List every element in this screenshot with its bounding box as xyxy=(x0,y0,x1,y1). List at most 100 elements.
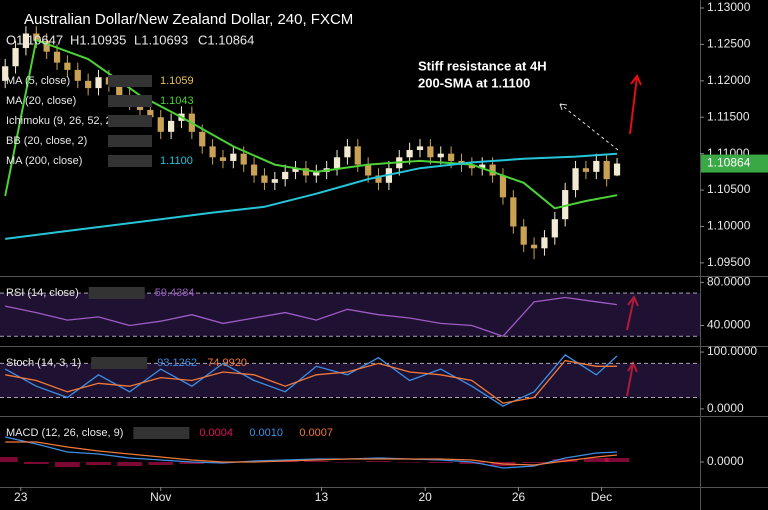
series-line xyxy=(5,441,618,466)
legend-entry: MA (200, close) xyxy=(6,155,82,167)
histogram-bar xyxy=(521,462,547,463)
legend-entry: Ichimoku (9, 26, 52, 26) xyxy=(6,115,122,127)
candle-body xyxy=(53,51,61,63)
y-tick-label: 1.12500 xyxy=(707,37,751,51)
y-tick-label: 1.11500 xyxy=(707,109,750,123)
y-tick-label: 1.09500 xyxy=(707,255,751,269)
legend-value: 0.0007 xyxy=(299,427,333,439)
histogram-bar xyxy=(459,462,485,464)
candle-body xyxy=(2,66,9,81)
legend-entry: BB (20, close, 2) xyxy=(6,135,87,147)
candle-body xyxy=(64,62,71,70)
red-arrow xyxy=(629,74,642,135)
candle-body xyxy=(365,164,372,176)
candle-body xyxy=(199,131,206,147)
candle-body xyxy=(157,117,164,132)
histogram-bar xyxy=(0,457,18,462)
candle-body xyxy=(551,219,558,238)
candle-body xyxy=(313,171,320,176)
y-tick-label: 0.0000 xyxy=(707,454,744,468)
candle-body xyxy=(147,109,154,118)
x-tick-label: 23 xyxy=(14,490,28,504)
pane-title: RSI (14, close) xyxy=(6,287,79,299)
legend-value: 59.4384 xyxy=(155,287,195,299)
histogram-bar xyxy=(179,462,205,464)
candle-body xyxy=(613,163,621,176)
legend-value: 1.1059 xyxy=(160,75,194,87)
legend-icon xyxy=(108,155,152,167)
candle-body xyxy=(354,146,361,165)
candle-body xyxy=(209,146,216,158)
pane-icons xyxy=(88,287,145,299)
y-tick-label: 40.0000 xyxy=(707,318,751,332)
candle-body xyxy=(510,197,517,227)
x-tick-label: 20 xyxy=(419,490,433,504)
x-tick-label: 13 xyxy=(315,490,329,504)
candle-body xyxy=(250,164,258,176)
y-tick-label: 1.13000 xyxy=(707,0,751,14)
legend-icon xyxy=(108,75,152,87)
series-line xyxy=(4,354,618,407)
histogram-bar xyxy=(334,462,360,463)
candle-body xyxy=(230,153,237,161)
candle-body xyxy=(562,190,569,220)
legend-value: 93.1262 xyxy=(157,357,197,369)
candle-body xyxy=(168,120,175,132)
candle-body xyxy=(282,171,289,180)
pane-title: Stoch (14, 3, 1) xyxy=(6,357,81,369)
legend-value: 74.9920 xyxy=(207,357,247,369)
histogram-bar xyxy=(428,462,454,463)
candle-body xyxy=(375,175,382,183)
candle-body xyxy=(333,157,341,169)
pane-icons xyxy=(133,427,190,439)
candle-body xyxy=(499,175,507,198)
candle-body xyxy=(593,160,600,172)
candle-body xyxy=(95,77,102,89)
series-line xyxy=(5,296,618,338)
candle-body xyxy=(448,153,455,161)
annotation: Stiff resistance at 4H xyxy=(418,58,547,73)
candle-body xyxy=(74,69,81,81)
x-tick-label: 26 xyxy=(512,490,526,504)
candle-body xyxy=(344,146,351,158)
histogram-bar xyxy=(86,462,111,465)
candle-body xyxy=(219,157,227,161)
annotation: 200-SMA at 1.1100 xyxy=(418,75,530,90)
candle-body xyxy=(416,146,424,151)
histogram-bar xyxy=(397,462,423,463)
legend-value: 1.1043 xyxy=(160,95,194,107)
y-tick-label: 0.0000 xyxy=(707,401,744,415)
x-tick-label: Dec xyxy=(591,490,612,504)
legend-value: 1.1100 xyxy=(160,155,193,167)
dashed-arrow xyxy=(559,103,619,151)
candle-body xyxy=(261,175,268,183)
level-band xyxy=(0,363,700,398)
series-line xyxy=(4,38,618,210)
histogram-bar xyxy=(604,458,630,462)
legend-icon xyxy=(108,135,152,147)
series-line xyxy=(5,359,617,404)
pane-title: MACD (12, 26, close, 9) xyxy=(6,427,123,439)
candle-body xyxy=(240,153,247,165)
y-tick-label: 1.10500 xyxy=(707,182,751,196)
candle-body xyxy=(43,40,50,52)
legend-entry: MA (5, close) xyxy=(6,75,70,87)
candle-body xyxy=(116,84,123,96)
candle-body xyxy=(33,33,40,41)
dashed-arrow-head xyxy=(559,103,568,111)
histogram-bar xyxy=(583,458,609,462)
candle-body xyxy=(12,48,19,67)
ohlc-label: H1.10935 xyxy=(70,32,126,47)
ohlc-label: L1.10693 xyxy=(134,32,188,47)
candle-body xyxy=(271,179,278,183)
candle-body xyxy=(541,237,548,249)
ohlc-label: O1.10647 xyxy=(6,32,63,47)
legend-entry: MA (20, close) xyxy=(6,95,76,107)
candle-body xyxy=(582,168,590,172)
legend-value: 0.0004 xyxy=(199,427,233,439)
candle-body xyxy=(302,168,310,176)
histogram-bar xyxy=(148,462,174,465)
red-arrow xyxy=(626,295,639,331)
